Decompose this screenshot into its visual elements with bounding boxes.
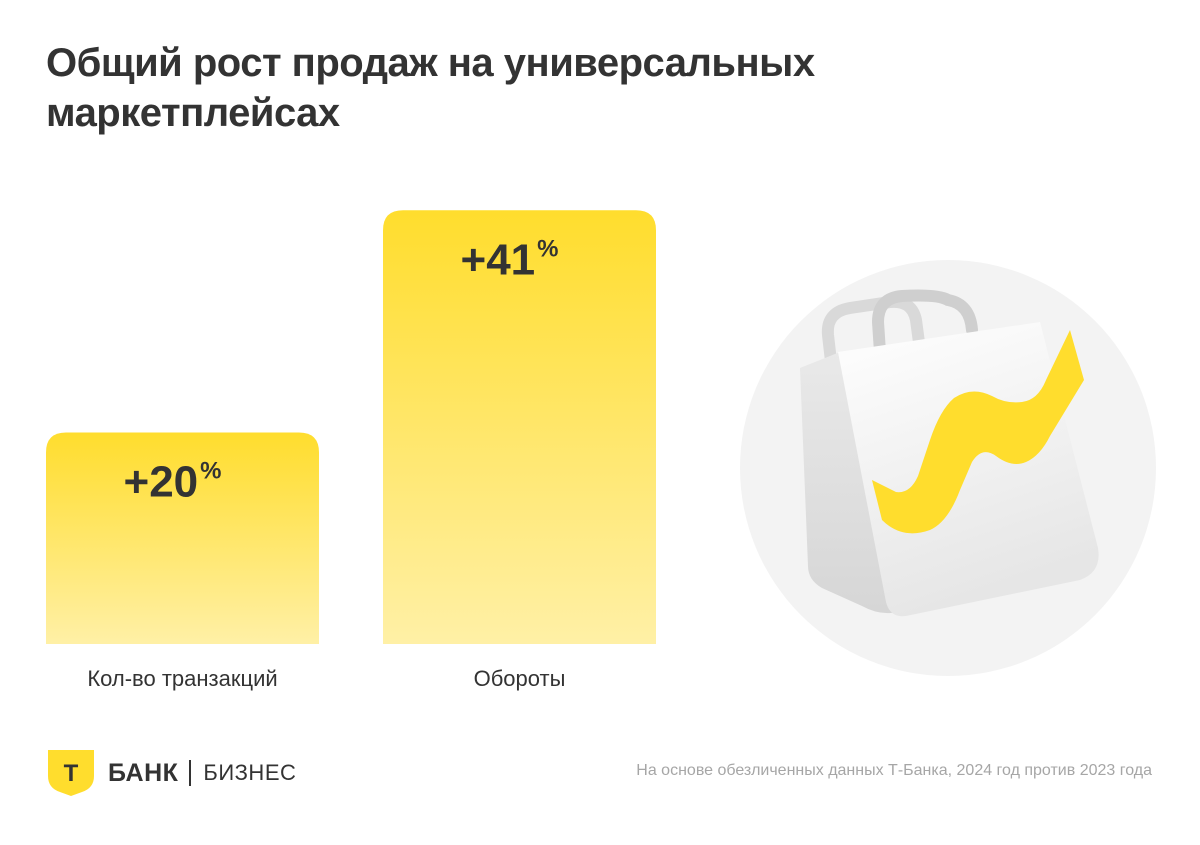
logo-division-text: БИЗНЕС [203, 760, 297, 785]
category-label-1: Кол-во транзакций [87, 666, 277, 691]
bar-2 [383, 210, 656, 645]
page-title: Общий рост продаж на универсальных марке… [46, 38, 946, 138]
bar-1 [46, 432, 319, 644]
logo-divider [189, 760, 192, 786]
shopping-bag-growth-icon [740, 260, 1156, 676]
growth-line [872, 330, 1084, 534]
logo-letter: Т [64, 760, 79, 787]
title-line-1: Общий рост продаж на универсальных [46, 41, 815, 85]
title-line-2: маркетплейсах [46, 91, 340, 135]
bag-handle-front [871, 289, 978, 358]
bag-handle-back [821, 295, 926, 376]
category-label-2: Обороты [474, 666, 566, 691]
logo-shield-icon: Т [48, 750, 94, 796]
logo-bank-text: БАНК [108, 758, 179, 787]
bar-value-label-2: +41% [461, 235, 559, 284]
footnote: На основе обезличенных данных Т-Банка, 2… [636, 762, 1152, 779]
bar-value-label-1: +20% [124, 457, 222, 506]
bag-side [800, 352, 898, 614]
brand-logo: Т БАНК БИЗНЕС [46, 748, 296, 798]
